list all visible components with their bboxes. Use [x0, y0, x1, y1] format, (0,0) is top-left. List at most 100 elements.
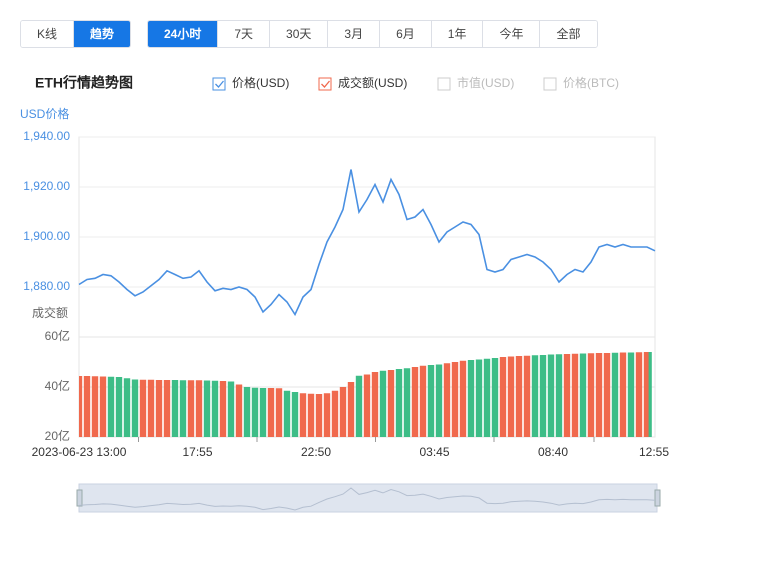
volume-bar — [635, 352, 643, 437]
legend-checkbox[interactable] — [543, 77, 557, 91]
volume-bar — [539, 355, 547, 437]
legend-label: 成交额(USD) — [338, 75, 407, 90]
x-tick-label: 2023-06-23 13:00 — [32, 445, 127, 459]
volume-bar — [83, 376, 91, 437]
chart-title: ETH行情趋势图 — [35, 75, 133, 91]
navigator-line — [78, 487, 656, 511]
legend-check — [321, 80, 330, 88]
volume-bar — [323, 393, 331, 437]
volume-bar — [91, 376, 99, 437]
volume-bar — [619, 352, 627, 437]
volume-bar — [563, 354, 571, 437]
volume-bar — [123, 378, 131, 437]
legend-checkbox[interactable] — [318, 77, 332, 91]
volume-bar — [339, 387, 347, 437]
volume-bar — [307, 393, 315, 437]
volume-bar — [451, 362, 459, 437]
volume-bar — [291, 392, 299, 437]
volume-bar — [571, 353, 579, 437]
volume-bar — [275, 388, 283, 437]
range-tab[interactable]: 6月 — [380, 21, 432, 47]
volume-bar — [355, 375, 363, 437]
volume-bar — [115, 377, 123, 437]
volume-bar — [595, 353, 603, 437]
legend-checkbox[interactable] — [437, 77, 451, 91]
range-tab[interactable]: 3月 — [328, 21, 381, 47]
volume-bar — [267, 388, 275, 437]
volume-bar — [611, 352, 619, 437]
volume-bar — [299, 393, 307, 437]
volume-bar — [603, 353, 611, 437]
volume-bar — [579, 353, 587, 437]
volume-bar — [195, 380, 203, 437]
volume-bar — [179, 380, 187, 437]
legend-label: 价格(BTC) — [563, 75, 619, 90]
volume-bar — [155, 380, 163, 437]
volume-bar — [331, 390, 339, 437]
volume-bar — [187, 380, 195, 437]
range-tab[interactable]: 今年 — [483, 21, 541, 47]
volume-bar — [515, 356, 523, 437]
volume-bar — [499, 357, 507, 437]
volume-bar — [555, 354, 563, 437]
volume-bar — [219, 381, 227, 437]
volume-axis-label: 成交额 — [32, 305, 68, 320]
navigator — [78, 483, 658, 513]
legend-check — [215, 80, 224, 88]
volume-bar — [427, 365, 435, 437]
volume-bar — [139, 379, 147, 437]
volume-bar — [131, 379, 139, 437]
volume-bar — [643, 352, 651, 437]
y-tick-label: 1,900.00 — [23, 229, 70, 243]
volume-bar — [411, 367, 419, 437]
legend-checkbox[interactable] — [212, 77, 226, 91]
volume-bar — [531, 355, 539, 437]
volume-tick-label: 60亿 — [45, 328, 70, 343]
x-tick-label: 03:45 — [419, 445, 449, 459]
volume-bar — [147, 379, 155, 437]
volume-bar — [315, 394, 323, 437]
volume-bar — [371, 372, 379, 437]
volume-bar — [627, 352, 635, 437]
volume-bar — [235, 384, 243, 437]
volume-bar — [211, 380, 219, 437]
y-tick-label: 1,880.00 — [23, 279, 70, 293]
navigator-handle[interactable] — [76, 489, 83, 507]
range-tab[interactable]: 7天 — [218, 21, 271, 47]
volume-bar — [387, 370, 395, 437]
volume-bar — [283, 390, 291, 437]
range-tab[interactable]: 24小时 — [148, 21, 219, 47]
range-tab[interactable]: 30天 — [270, 21, 329, 47]
range-tabs: 24小时 7天 30天 3月 6月 1年 今年 全部 — [147, 20, 598, 48]
volume-bar — [107, 376, 115, 437]
volume-bar — [171, 380, 179, 437]
y-axis-label: USD价格 — [20, 106, 69, 121]
volume-bar — [379, 370, 387, 437]
volume-bar — [395, 369, 403, 437]
volume-bar — [403, 368, 411, 437]
navigator-handle[interactable] — [654, 489, 661, 507]
volume-bar — [99, 376, 107, 437]
volume-bar — [475, 359, 483, 437]
volume-bar — [259, 388, 267, 437]
y-tick-label: 1,920.00 — [23, 179, 70, 193]
view-tab[interactable]: K线 — [21, 21, 75, 47]
volume-bar — [547, 354, 555, 437]
x-tick-label: 12:55 — [639, 445, 669, 459]
volume-bar — [443, 363, 451, 437]
volume-bar — [467, 360, 475, 437]
volume-bar — [251, 387, 259, 437]
legend-label: 价格(USD) — [232, 75, 289, 90]
volume-bar — [203, 380, 211, 437]
volume-tick-label: 40亿 — [45, 378, 70, 393]
volume-bar — [243, 387, 251, 437]
view-tabs: K线 趋势 — [20, 20, 132, 48]
range-tab[interactable]: 1年 — [431, 21, 484, 47]
range-tab[interactable]: 全部 — [540, 21, 597, 47]
legend-label: 市值(USD) — [457, 75, 514, 90]
x-tick-label: 17:55 — [182, 445, 212, 459]
volume-bar — [507, 356, 515, 437]
volume-tick-label: 20亿 — [45, 428, 70, 443]
plot-border — [78, 136, 656, 438]
view-tab[interactable]: 趋势 — [74, 21, 131, 47]
